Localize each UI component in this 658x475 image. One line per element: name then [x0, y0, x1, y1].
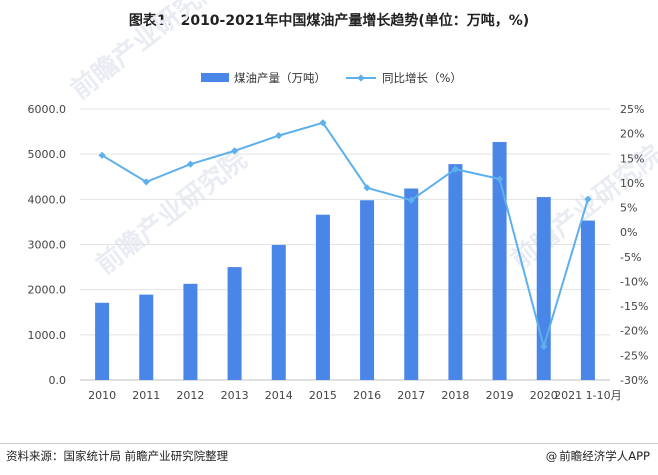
x-tick-label: 2014: [265, 389, 293, 402]
y-right-tick-label: 25%: [620, 103, 644, 116]
y-left-tick-label: 6000.0: [28, 103, 67, 116]
y-right-tick-label: 20%: [620, 128, 644, 141]
growth-point: [495, 175, 504, 183]
bar: [139, 294, 154, 380]
y-left-tick-label: 5000.0: [28, 148, 67, 161]
legend-bar-swatch: [201, 73, 229, 82]
bar: [227, 267, 242, 380]
x-tick-label: 2015: [309, 389, 337, 402]
bar: [360, 200, 375, 380]
y-left-tick-label: 3000.0: [28, 239, 67, 252]
x-tick-label: 2019: [486, 389, 514, 402]
bar: [536, 197, 551, 380]
x-tick-label: 2011: [132, 389, 160, 402]
growth-point: [540, 342, 548, 351]
growth-point: [98, 151, 106, 159]
y-right-tick-label: 5%: [620, 202, 637, 215]
watermark-text: 前瞻产业研究院: [90, 144, 253, 280]
y-right-tick-label: 0%: [620, 226, 637, 239]
bar: [448, 164, 463, 380]
growth-point: [407, 196, 415, 204]
x-tick-label: 2017: [397, 389, 425, 402]
bar: [271, 244, 286, 380]
y-right-tick-label: 15%: [620, 152, 644, 165]
legend-bar-label: 煤油产量（万吨）: [234, 71, 326, 85]
bar: [492, 141, 507, 380]
brand-logo-icon: @: [545, 449, 558, 463]
growth-point: [584, 195, 592, 203]
x-tick-label: 2018: [441, 389, 469, 402]
growth-line: [101, 121, 589, 351]
footer-divider: [0, 443, 658, 444]
y-right-tick-label: 10%: [620, 177, 644, 190]
brand-name: 前瞻经济学人APP: [559, 449, 650, 463]
x-tick-label: 2010: [88, 389, 116, 402]
x-tick-label: 2020: [530, 389, 558, 402]
y-right-tick-label: -20%: [620, 325, 648, 338]
y-left-tick-label: 1000.0: [28, 329, 67, 342]
y-left-tick-label: 0.0: [49, 374, 67, 387]
y-right-tick-label: -15%: [620, 300, 648, 313]
growth-point: [363, 184, 371, 192]
x-tick-label: 2012: [176, 389, 204, 402]
bar: [183, 283, 198, 380]
growth-point: [275, 132, 283, 140]
bar: [315, 214, 330, 380]
y-left-tick-label: 2000.0: [28, 284, 67, 297]
x-tick-label: 2021 1-10月: [554, 389, 621, 402]
chart-title: 图表1：2010-2021年中国煤油产量增长趋势(单位：万吨，%): [128, 13, 530, 29]
y-right-tick-label: -25%: [620, 349, 648, 362]
growth-point: [230, 147, 239, 155]
y-right-tick-label: -10%: [620, 275, 648, 288]
y-right-tick-label: -30%: [620, 374, 648, 387]
bar: [404, 188, 419, 380]
x-tick-label: 2016: [353, 389, 381, 402]
brand-label: @ 前瞻经济学人APP: [546, 448, 650, 464]
growth-point: [142, 178, 150, 186]
watermark-text: 前瞻产业研究院: [65, 0, 228, 106]
growth-point: [186, 160, 195, 168]
source-note: 资料来源：国家统计局 前瞻产业研究院整理: [6, 449, 229, 463]
y-right-tick-label: -5%: [620, 251, 641, 264]
legend-line-marker: [357, 74, 365, 82]
y-left-tick-label: 4000.0: [28, 193, 67, 206]
x-tick-label: 2013: [221, 389, 249, 402]
bar: [580, 220, 595, 380]
growth-point: [319, 119, 327, 127]
growth-point: [451, 165, 460, 173]
legend-line-label: 同比增长（%）: [382, 71, 462, 85]
bar: [95, 302, 110, 380]
